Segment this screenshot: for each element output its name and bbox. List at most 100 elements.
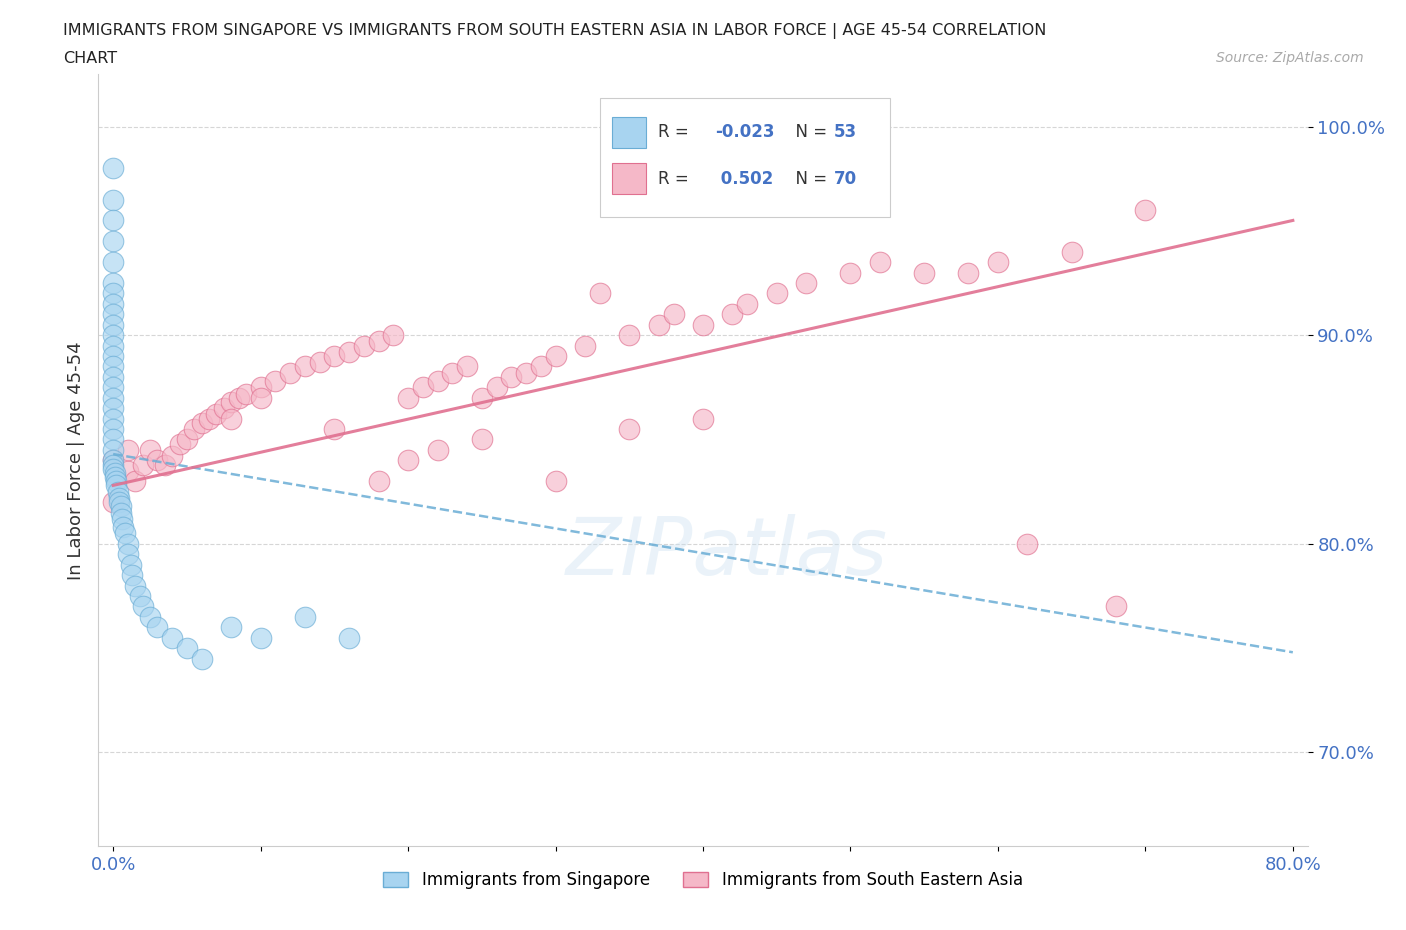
- Point: [111, 512, 134, 526]
- Point: [101, 379, 124, 394]
- Point: [101, 307, 124, 322]
- Point: [839, 265, 862, 280]
- Point: [619, 327, 641, 342]
- Point: [101, 453, 124, 468]
- Point: [101, 401, 124, 416]
- Point: [101, 359, 124, 374]
- Text: N =: N =: [785, 124, 832, 141]
- Point: [515, 365, 537, 380]
- Point: [110, 505, 132, 520]
- FancyBboxPatch shape: [600, 98, 890, 218]
- Point: [190, 416, 212, 431]
- Point: [957, 265, 980, 280]
- Text: -0.023: -0.023: [716, 124, 775, 141]
- Point: [176, 641, 198, 656]
- Point: [794, 275, 817, 290]
- Legend: Immigrants from Singapore, Immigrants from South Eastern Asia: Immigrants from Singapore, Immigrants fr…: [377, 865, 1029, 896]
- Point: [337, 344, 360, 359]
- Point: [101, 369, 124, 384]
- Text: N =: N =: [785, 169, 832, 188]
- Point: [412, 379, 434, 394]
- Point: [124, 578, 146, 593]
- Point: [249, 379, 271, 394]
- Point: [183, 421, 205, 436]
- Point: [501, 369, 523, 384]
- Point: [441, 365, 464, 380]
- Point: [212, 401, 235, 416]
- Point: [721, 307, 744, 322]
- Point: [648, 317, 671, 332]
- Point: [117, 463, 139, 478]
- Point: [692, 317, 714, 332]
- Point: [101, 233, 124, 248]
- Text: ZIPatlas: ZIPatlas: [567, 514, 889, 592]
- Point: [228, 391, 250, 405]
- Point: [101, 275, 124, 290]
- Point: [219, 619, 242, 634]
- Point: [101, 327, 124, 342]
- Text: 70: 70: [834, 169, 856, 188]
- Point: [219, 411, 242, 426]
- Point: [101, 411, 124, 426]
- Y-axis label: In Labor Force | Age 45-54: In Labor Force | Age 45-54: [66, 341, 84, 579]
- Point: [574, 339, 596, 353]
- Point: [139, 609, 162, 624]
- Point: [139, 443, 162, 458]
- Text: 53: 53: [834, 124, 856, 141]
- Point: [101, 161, 124, 176]
- Point: [426, 374, 449, 389]
- Point: [131, 457, 153, 472]
- Point: [530, 359, 553, 374]
- Point: [146, 619, 169, 634]
- Point: [485, 379, 508, 394]
- Point: [176, 432, 198, 447]
- Point: [337, 631, 360, 645]
- Point: [101, 421, 124, 436]
- Point: [278, 365, 301, 380]
- Point: [198, 411, 221, 426]
- Point: [219, 394, 242, 409]
- Bar: [613, 163, 647, 194]
- Point: [114, 526, 136, 541]
- Point: [101, 453, 124, 468]
- Point: [1060, 245, 1083, 259]
- Point: [107, 485, 129, 499]
- Point: [120, 557, 142, 572]
- Point: [190, 651, 212, 666]
- Point: [101, 461, 124, 476]
- Point: [101, 391, 124, 405]
- Point: [101, 193, 124, 207]
- Text: R =: R =: [658, 169, 695, 188]
- Point: [294, 359, 316, 374]
- Point: [101, 432, 124, 447]
- Point: [367, 334, 389, 349]
- Point: [235, 386, 257, 401]
- Text: Source: ZipAtlas.com: Source: ZipAtlas.com: [1216, 51, 1364, 65]
- Point: [160, 449, 183, 464]
- Point: [104, 465, 127, 480]
- Point: [1017, 537, 1039, 551]
- Point: [101, 255, 124, 270]
- Point: [1135, 203, 1157, 218]
- Bar: [613, 117, 647, 148]
- Point: [117, 537, 139, 551]
- Text: IMMIGRANTS FROM SINGAPORE VS IMMIGRANTS FROM SOUTH EASTERN ASIA IN LABOR FORCE |: IMMIGRANTS FROM SINGAPORE VS IMMIGRANTS …: [63, 23, 1046, 39]
- Point: [117, 443, 139, 458]
- Point: [396, 453, 419, 468]
- Point: [101, 339, 124, 353]
- Point: [146, 453, 169, 468]
- Point: [101, 443, 124, 458]
- Point: [101, 457, 124, 472]
- Point: [692, 411, 714, 426]
- Point: [382, 327, 405, 342]
- Point: [101, 317, 124, 332]
- Point: [101, 213, 124, 228]
- Point: [110, 498, 132, 513]
- Point: [101, 349, 124, 364]
- Point: [367, 473, 389, 488]
- Point: [987, 255, 1010, 270]
- Point: [101, 495, 124, 510]
- Point: [735, 297, 758, 312]
- Point: [105, 478, 128, 493]
- Point: [323, 421, 346, 436]
